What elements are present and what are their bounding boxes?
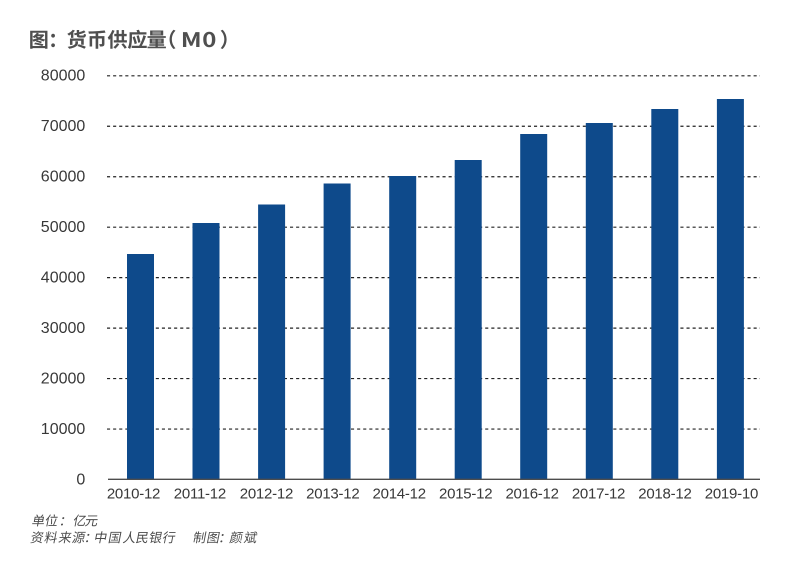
svg-text:40000: 40000 xyxy=(41,270,86,287)
svg-text:2015-12: 2015-12 xyxy=(439,485,492,502)
svg-text:2013-12: 2013-12 xyxy=(306,485,359,502)
svg-text:2010-12: 2010-12 xyxy=(107,485,160,502)
svg-text:70000: 70000 xyxy=(41,118,86,135)
svg-text:2017-12: 2017-12 xyxy=(572,485,625,502)
svg-text:2012-12: 2012-12 xyxy=(240,485,293,502)
svg-text:50000: 50000 xyxy=(41,219,86,236)
svg-text:0: 0 xyxy=(76,471,85,488)
svg-text:2014-12: 2014-12 xyxy=(373,485,426,502)
svg-text:10000: 10000 xyxy=(41,421,86,438)
svg-text:2016-12: 2016-12 xyxy=(505,485,558,502)
svg-text:30000: 30000 xyxy=(41,320,86,337)
svg-text:2019-10: 2019-10 xyxy=(705,485,758,502)
svg-text:60000: 60000 xyxy=(41,169,86,186)
svg-text:2018-12: 2018-12 xyxy=(638,485,691,502)
svg-text:2011-12: 2011-12 xyxy=(174,485,226,502)
svg-text:80000: 80000 xyxy=(41,68,86,85)
svg-text:20000: 20000 xyxy=(41,371,86,388)
